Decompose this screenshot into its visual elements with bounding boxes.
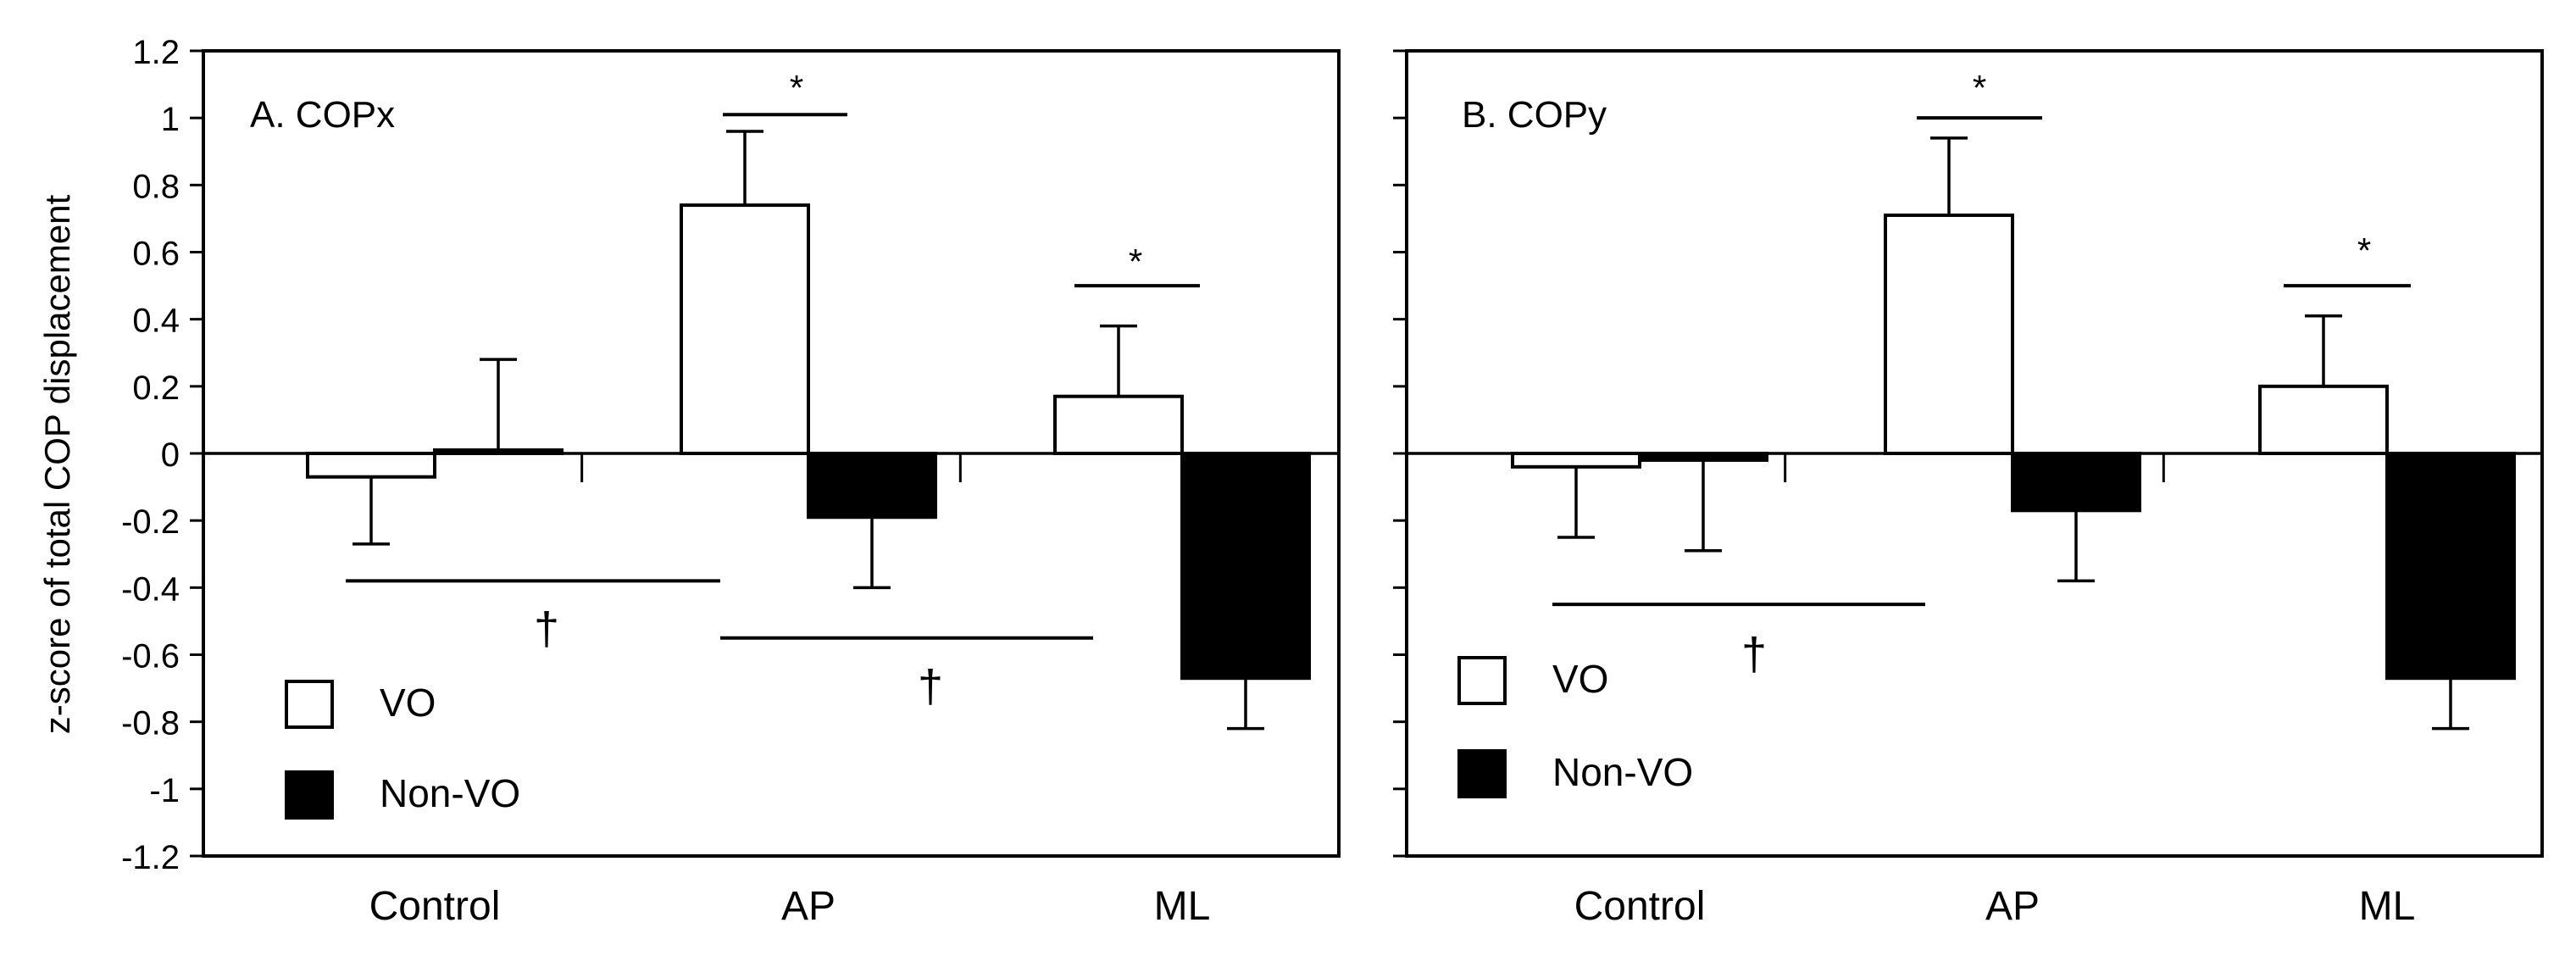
x-category-label: AP [781,884,836,929]
y-tick-label: 1.2 [132,34,180,71]
significance-marker: † [534,603,559,654]
legend-swatch-vo [1457,656,1507,705]
y-tick-label: -0.6 [121,638,180,675]
x-category-label: ML [2359,884,2416,929]
y-tick-label: 0.4 [132,303,180,340]
y-tick-label: 0 [161,436,180,474]
bar-nonvo-control [433,448,564,456]
legend-swatch-nonvo [285,770,334,820]
x-category-label: ML [1154,884,1211,929]
bar-vo-ml [1053,394,1184,456]
x-category-label: AP [1985,884,2040,929]
legend-label-nonvo: Non-VO [380,771,520,815]
bar-nonvo-ml [2385,452,2516,681]
bar-vo-ap [1884,213,2014,455]
legend-swatch-nonvo [1457,749,1507,798]
y-tick-label: -1.2 [121,839,180,876]
panel-title: A. COPx [250,94,395,136]
significance-marker: * [790,68,803,108]
y-tick-label: -0.4 [121,570,180,608]
y-tick-label: 0.8 [132,168,180,205]
panel-copx: 1.2 1 0.8 0.6 0.4 0.2 0 -0.2 -0.4 -0.6 -0.8 -1 -1.2 C… [121,34,1341,929]
y-tick-label: 0.2 [132,370,180,407]
y-tick-label: 0.6 [132,236,180,273]
significance-marker: * [2357,231,2371,270]
significance-marker: * [1973,68,1986,108]
significance-marker: † [1741,629,1767,680]
significance-marker: * [1129,242,1142,281]
bar-vo-ap [680,203,810,455]
legend-label-nonvo: Non-VO [1552,750,1693,794]
x-category-label: Control [1574,884,1706,929]
y-axis-label: z-score of total COP displacement [37,194,77,734]
significance-marker: † [918,661,943,712]
legend-label-vo: VO [1552,657,1608,701]
legend-label-vo: VO [380,681,436,725]
bar-vo-control [306,452,436,479]
bar-nonvo-ml [1180,452,1311,681]
y-tick-label: 1 [161,101,180,138]
legend-swatch-vo [285,680,334,729]
x-category-label: Control [369,884,501,929]
y-tick-label: -0.2 [121,503,180,541]
bar-nonvo-ap [807,452,937,520]
bar-vo-control [1511,452,1641,469]
bar-nonvo-ap [2011,452,2141,513]
bar-nonvo-control [1638,452,1768,462]
y-tick-label: -1 [149,772,180,809]
panel-copy: Control AP ML B. COPy * * † VO Non-VO [1393,49,2544,929]
panel-title: B. COPy [1462,94,1607,136]
y-tick-label: -0.8 [121,705,180,742]
bar-vo-ml [2258,384,2389,456]
